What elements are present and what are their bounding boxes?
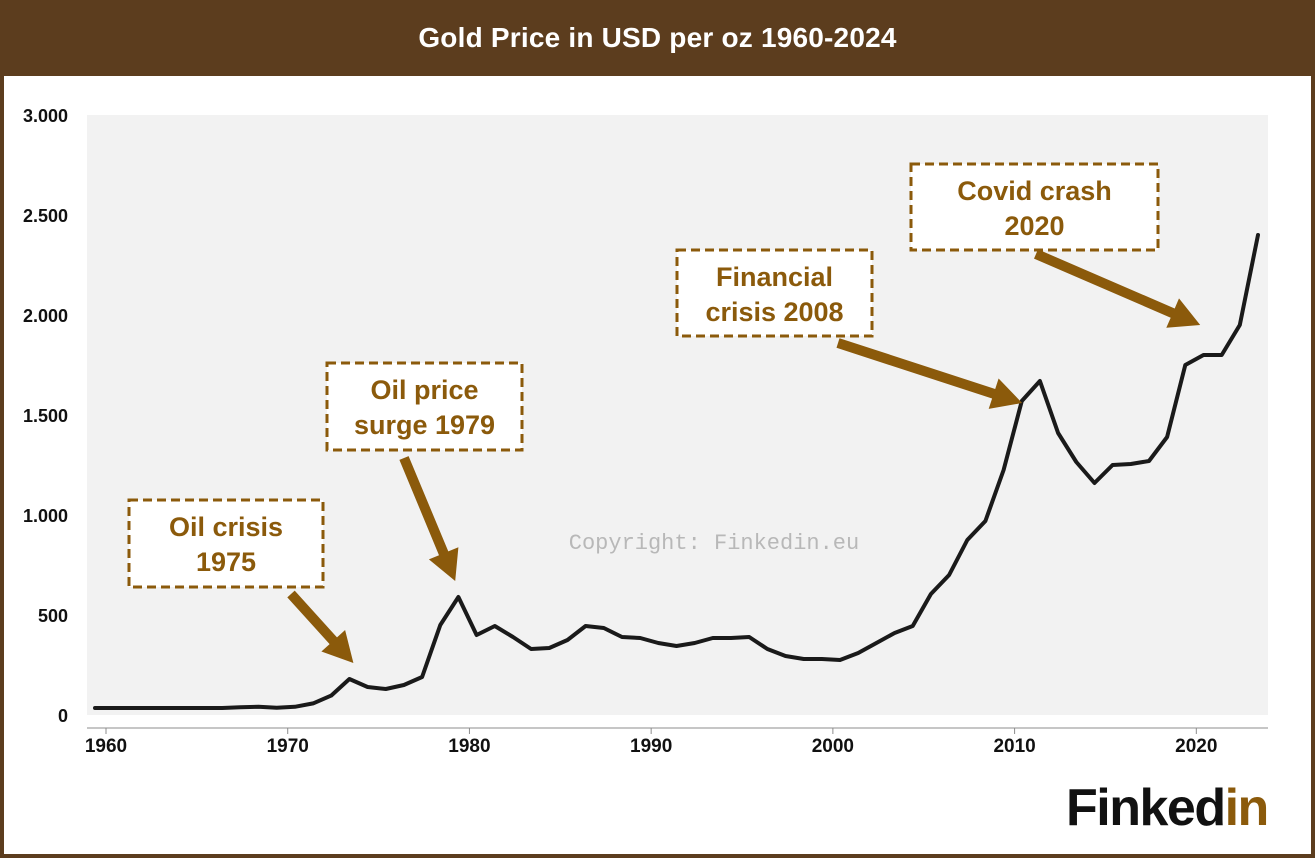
- y-tick-label-3: 1.500: [23, 406, 68, 426]
- y-axis: 0 500 1.000 1.500 2.000 2.500 3.000: [23, 106, 68, 726]
- x-tick-label-4: 2000: [812, 736, 854, 757]
- x-tick-label-0: 1960: [85, 736, 127, 757]
- annotation-arrow: [399, 456, 459, 581]
- annotation-line-1: Financial: [716, 262, 833, 292]
- annotation-arrow: [836, 338, 1023, 409]
- annotation-2: Financial crisis 2008: [675, 248, 1023, 409]
- chart-title: Gold Price in USD per oz 1960-2024: [418, 22, 897, 53]
- x-tick-label-2: 1980: [448, 736, 490, 757]
- y-tick-label-4: 2.000: [23, 306, 68, 326]
- gold-price-line: [93, 233, 1260, 710]
- annotations: Oil crisis 1975 Oil price surge 1979 Financi…: [127, 162, 1201, 663]
- annotation-box: [909, 162, 1160, 252]
- x-tick-label-5: 2010: [993, 736, 1035, 757]
- annotation-line-1: Covid crash: [957, 176, 1112, 206]
- annotation-line-2: 2020: [1004, 211, 1064, 241]
- annotation-line-2: surge 1979: [354, 410, 495, 440]
- logo-part-2: in: [1224, 779, 1270, 837]
- watermark-text: Copyright: Finkedin.eu: [569, 531, 859, 556]
- x-tick-label-3: 1990: [630, 736, 672, 757]
- annotation-line-1: Oil crisis: [169, 512, 283, 542]
- x-axis: 1960 1970 1980 1990 2000 2010 2020: [85, 728, 1217, 757]
- annotation-arrow: [1034, 249, 1201, 328]
- annotation-line-1: Oil price: [370, 375, 478, 405]
- y-tick-label-2: 1.000: [23, 506, 68, 526]
- annotation-3: Covid crash 2020: [909, 162, 1201, 328]
- y-tick-label-5: 2.500: [23, 206, 68, 226]
- annotation-1: Oil price surge 1979: [325, 361, 524, 581]
- annotation-box: [325, 361, 524, 452]
- annotation-line-2: crisis 2008: [705, 297, 843, 327]
- y-tick-label-6: 3.000: [23, 106, 68, 126]
- y-tick-label-1: 500: [38, 606, 68, 626]
- annotation-line-2: 1975: [196, 547, 256, 577]
- annotation-box: [675, 248, 874, 338]
- finkedin-logo: Finkedin: [1066, 778, 1270, 838]
- x-tick-label-6: 2020: [1175, 736, 1217, 757]
- x-tick-label-1: 1970: [267, 736, 309, 757]
- annotation-0: Oil crisis 1975: [127, 498, 354, 663]
- annotation-box: [127, 498, 325, 589]
- annotation-arrow: [287, 590, 354, 663]
- logo-part-1: Finked: [1066, 779, 1226, 837]
- y-tick-label-0: 0: [58, 706, 68, 726]
